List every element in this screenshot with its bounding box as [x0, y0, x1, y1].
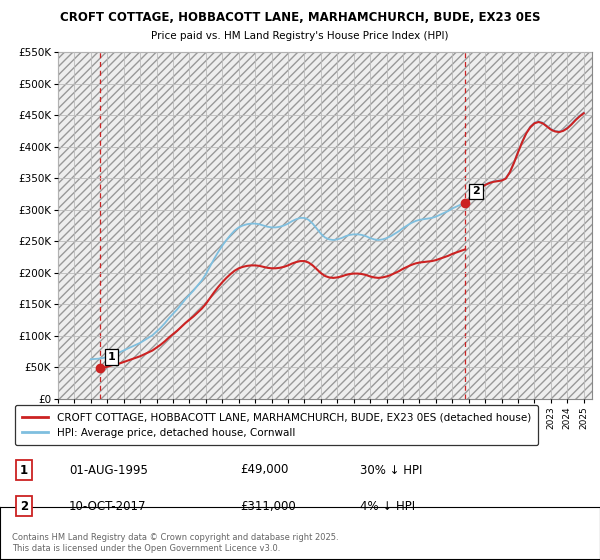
Text: Contains HM Land Registry data © Crown copyright and database right 2025.
This d: Contains HM Land Registry data © Crown c… [12, 533, 338, 553]
Text: Price paid vs. HM Land Registry's House Price Index (HPI): Price paid vs. HM Land Registry's House … [151, 31, 449, 40]
Text: 4% ↓ HPI: 4% ↓ HPI [360, 500, 415, 512]
Text: £311,000: £311,000 [240, 500, 296, 512]
Text: CROFT COTTAGE, HOBBACOTT LANE, MARHAMCHURCH, BUDE, EX23 0ES: CROFT COTTAGE, HOBBACOTT LANE, MARHAMCHU… [60, 11, 540, 25]
Text: 1: 1 [107, 352, 115, 362]
Text: 2: 2 [472, 186, 480, 197]
Legend: CROFT COTTAGE, HOBBACOTT LANE, MARHAMCHURCH, BUDE, EX23 0ES (detached house), HP: CROFT COTTAGE, HOBBACOTT LANE, MARHAMCHU… [15, 405, 538, 445]
Text: 10-OCT-2017: 10-OCT-2017 [69, 500, 146, 512]
Text: 2: 2 [20, 500, 28, 512]
Text: 30% ↓ HPI: 30% ↓ HPI [360, 464, 422, 477]
Text: 01-AUG-1995: 01-AUG-1995 [69, 464, 148, 477]
Text: 1: 1 [20, 464, 28, 477]
Text: £49,000: £49,000 [240, 464, 289, 477]
